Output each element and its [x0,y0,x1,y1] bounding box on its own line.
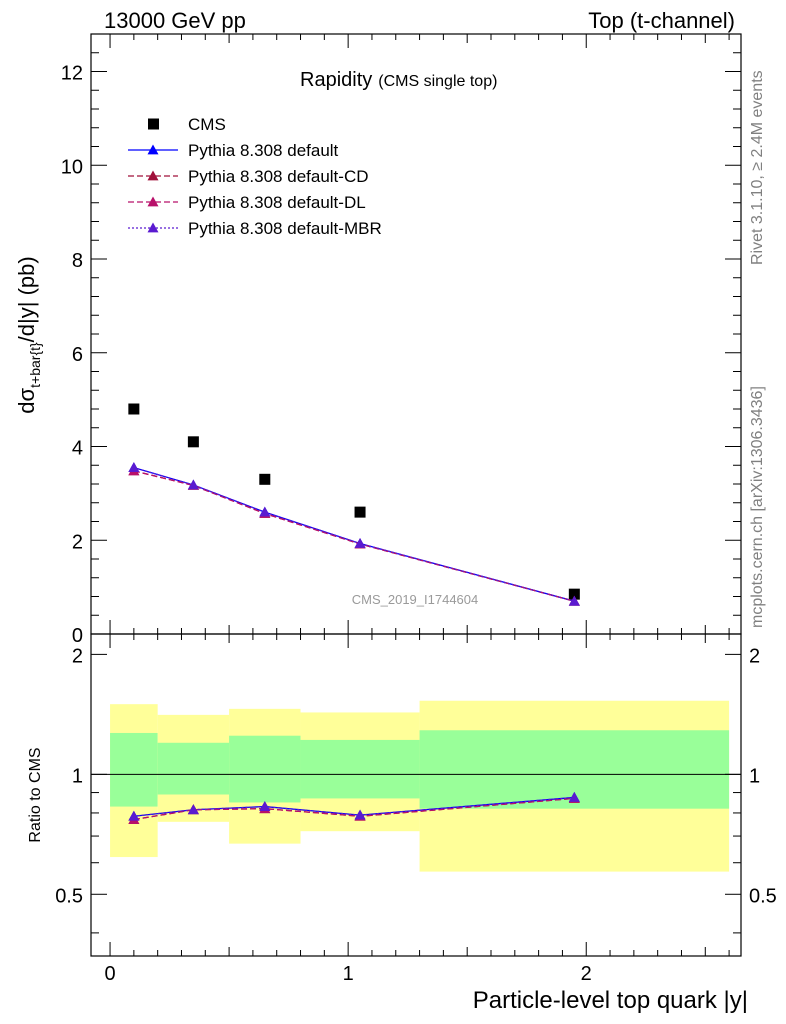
series-line [133,470,575,602]
main-panel: Rapidity (CMS single top) CMS_2019_I17446… [14,33,742,647]
y-tick-label: 8 [72,250,83,272]
process-label: Top (t-channel) [588,8,735,33]
x-axis-label: Particle-level top quark |y| [473,987,748,1014]
legend-label: Pythia 8.308 default-CD [188,167,369,186]
ratio-series-point [259,801,271,811]
series-point [187,479,199,490]
legend-marker [147,144,159,155]
main-y-axis-label: dσt+bar{t}/d|y| (pb) [14,256,43,413]
legend-label: CMS [188,115,226,134]
energy-label: 13000 GeV pp [104,8,246,33]
legend-label: Pythia 8.308 default [188,141,339,160]
legend-marker [147,222,159,233]
cms-data-point [187,436,199,448]
mcplots-note: mcplots.cern.ch [arXiv:1306.3436] [749,386,766,628]
plot-title: Rapidity (CMS single top) [300,69,497,91]
legend: CMS Pythia 8.308 default Pythia 8.308 defa… [128,115,382,238]
series-point [354,538,366,548]
cms-data-point [128,403,140,415]
ratio-series-point [354,809,366,820]
y-tick-label: 4 [72,438,83,460]
x-tick-label: 2 [581,963,592,985]
cms-data-point [259,473,271,485]
uncertainty-band-green [157,742,230,795]
cms-data-point [568,588,580,600]
series-point [568,595,580,606]
ratio-series-point [187,804,199,815]
ratio-series-point [128,810,140,821]
legend-marker [147,196,159,207]
ratio-y-axis-label: Ratio to CMS [27,747,44,842]
series-point [128,462,140,472]
y-tick-label: 0 [72,625,83,647]
ratio-y-tick-label-right: 0.5 [749,885,777,907]
ratio-y-tick-label-right: 2 [749,645,760,667]
x-tick-label: 1 [343,963,354,985]
y-tick-label: 2 [72,531,83,553]
ratio-frame [90,633,742,957]
ratio-y-tick-label: 2 [72,645,83,667]
ratio-y-tick-label: 1 [72,765,83,787]
uncertainty-band-green [110,732,158,807]
y-tick-label: 12 [61,63,83,85]
legend-label: Pythia 8.308 default-DL [188,193,366,212]
ratio-panel: Ratio to CMS 0 1 2 0.5 0.5 1 1 2 2 [27,633,777,985]
analysis-watermark: CMS_2019_I1744604 [352,592,479,607]
ratio-y-tick-label-right: 1 [749,765,760,787]
x-tick-label: 0 [104,963,115,985]
series-point [259,506,271,517]
uncertainty-band-green [229,735,301,803]
rivet-note: Rivet 3.1.10, ≥ 2.4M events [749,70,766,265]
series-line [133,470,575,602]
ratio-series-point [568,791,580,802]
ratio-y-tick-label: 0.5 [55,885,83,907]
cms-data-point [354,506,366,518]
series-line [133,466,575,602]
legend-marker-cms [148,118,159,130]
y-tick-label: 6 [72,344,83,366]
legend-label: Pythia 8.308 default-MBR [188,219,382,238]
legend-marker [147,170,159,181]
y-tick-label: 10 [61,156,83,178]
uncertainty-band-green [300,739,420,799]
